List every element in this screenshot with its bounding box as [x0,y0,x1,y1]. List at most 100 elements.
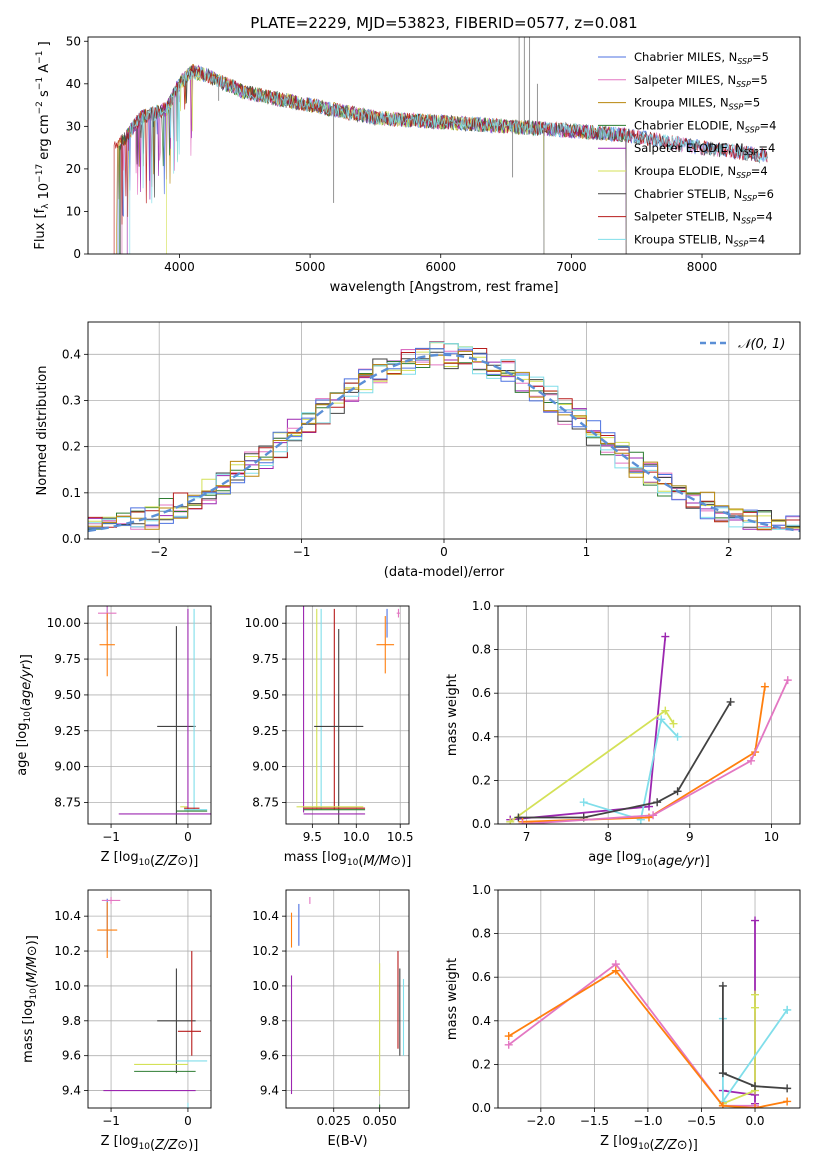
y-tick-label: 0.2 [472,1057,491,1071]
spectrum-line [126,64,627,254]
weight-marker [661,632,670,641]
plot-area [88,341,800,533]
weight-marker [718,981,727,990]
weight-marker [504,1032,513,1041]
data-point [157,968,196,1074]
plot-area [506,632,792,824]
x-axis-label: age [log10(age/yr)] [588,850,710,869]
spectrum-line [129,67,768,254]
y-tick-label: 10.00 [47,616,81,630]
y-tick-label: 50 [66,34,81,48]
y-tick-label: 0.2 [472,773,491,787]
weight-marker [611,966,620,975]
legend-entry: Chabrier MILES, NSSP=5 [634,50,769,66]
plot-area [113,37,768,254]
y-axis-label: age [log10(age/yr)] [15,654,34,776]
x-tick-label: 9 [686,830,694,844]
y-tick-label: 9.6 [62,1049,81,1063]
y-tick-label: 0.8 [472,643,491,657]
y-tick-label: 9.6 [260,1049,279,1063]
y-tick-label: 9.50 [54,688,81,702]
data-point [376,616,395,674]
weight-marker [718,1069,727,1078]
weight-marker [669,719,678,728]
x-axis-label: Z [log10(Z/Z⊙)] [101,850,199,869]
axes-frame [87,889,212,1109]
y-tick-label: 9.00 [252,760,279,774]
weight-line [518,701,732,819]
x-tick-label: 10 [764,830,779,844]
weight-marker [751,1104,760,1108]
legend-entry: Salpeter STELIB, NSSP=4 [634,210,773,226]
x-tick-label: −0.5 [687,1114,716,1128]
age-vs-metallicity-panel: −1 0 8.75 9.00 9.25 9.50 9.75 10.00 Z [log10(Z/Z… [15,605,212,869]
weight-marker [649,811,658,820]
data-point [314,628,364,824]
x-tick-label: 2 [725,545,733,559]
x-tick-label: 8 [604,830,612,844]
x-tick-label: 10.5 [387,830,414,844]
x-tick-label: 7000 [556,260,587,274]
y-tick-label: 0.6 [472,970,491,984]
x-tick-label: 8000 [687,260,718,274]
gaussian-curve [88,353,800,533]
weight-marker [506,817,515,824]
plot-area [97,896,208,1108]
weight-marker [751,990,760,999]
y-tick-label: 40 [66,77,81,91]
x-tick-label: 0.025 [317,1114,351,1128]
weight-marker [726,697,735,706]
legend-entry: Salpeter ELODIE, NSSP=4 [634,141,775,157]
plot-area [97,606,211,824]
spectrum-line [113,64,768,254]
weight-marker [783,1084,792,1093]
x-axis-label: Z [log10(Z/Z⊙)] [101,1134,199,1153]
y-tick-label: 0.0 [472,817,491,831]
y-tick-label: 0.0 [472,1101,491,1115]
weight-marker [760,682,769,691]
axes-frame [285,605,410,825]
y-tick-label: 10 [66,204,81,218]
axes-frame [285,889,410,1109]
legend-entry: Chabrier ELODIE, NSSP=4 [634,118,776,134]
weight-marker [747,756,756,765]
y-tick-label: 10.0 [252,979,279,993]
x-tick-label: 0 [184,1114,192,1128]
spectrum-panel: 4000 5000 6000 7000 8000 0 10 20 30 40 50 wavelengt… [33,34,801,295]
x-axis-label: mass [log10(M/M⊙)] [284,850,412,869]
plot-area [504,916,792,1108]
data-point [99,613,115,677]
data-point [396,608,401,618]
x-tick-label: −1 [293,545,311,559]
x-tick-label: 6000 [425,260,456,274]
x-axis-label: Z [log10(Z/Z⊙)] [600,1134,698,1153]
y-tick-label: 10.00 [245,616,279,630]
data-point [157,626,196,824]
x-tick-label: 0 [440,545,448,559]
spectrum-line [166,65,545,254]
weight-marker [783,676,792,685]
x-tick-label: 10.0 [343,830,370,844]
y-tick-label: 9.50 [252,688,279,702]
plot-area [290,896,405,1108]
axes-frame [87,605,212,825]
y-tick-label: 0.0 [62,532,81,546]
y-tick-label: 0.2 [62,440,81,454]
x-tick-label: 4000 [164,260,195,274]
y-tick-label: 10.2 [252,944,279,958]
weight-marker [661,706,670,715]
weight-marker [751,1082,760,1091]
weight-line [522,679,789,824]
x-tick-label: 0.050 [362,1114,396,1128]
weight-line [508,962,755,1107]
weight-marker [751,1003,760,1012]
y-tick-label: 10.4 [252,909,279,923]
y-axis-label: Flux [fλ 10−17 erg cm−2 s−1 A−1 ] [33,41,52,249]
age-vs-mass-panel: 9.5 10.0 10.5 8.75 9.00 9.25 9.50 9.75 10.00 mass… [245,605,414,869]
y-tick-label: 10.4 [54,909,81,923]
spectrum-line [117,65,768,254]
legend-entry: Kroupa ELODIE, NSSP=4 [634,164,768,180]
mass-vs-ebv-panel: 0.025 0.050 9.4 9.6 9.8 10.0 10.2 10.4 E(B-V) [252,889,410,1149]
weight-line [722,920,756,1104]
x-axis-label: wavelength [Angstrom, rest frame] [330,280,559,295]
